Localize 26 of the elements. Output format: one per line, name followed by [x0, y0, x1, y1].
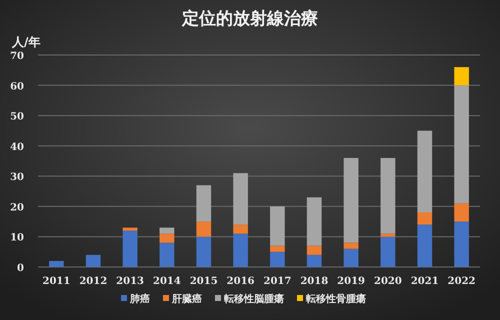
- x-tick-label: 2013: [116, 276, 144, 287]
- x-tick-label: 2022: [448, 276, 476, 287]
- legend-label: 肝臓癌: [171, 293, 202, 305]
- x-tick-label: 2018: [300, 276, 328, 287]
- y-tick-label: 60: [10, 81, 24, 92]
- x-tick-label: 2017: [263, 276, 292, 287]
- x-tick-label: 2019: [337, 276, 366, 287]
- x-tick-label: 2011: [42, 276, 70, 287]
- x-tick-label: 2012: [79, 276, 108, 287]
- legend-label: 転移性骨腫瘍: [305, 293, 366, 305]
- y-tick-label: 40: [10, 142, 24, 153]
- x-tick-label: 2020: [374, 276, 402, 287]
- y-tick-label: 30: [10, 172, 24, 184]
- y-tick-label: 10: [10, 232, 24, 244]
- chart-title: 定位的放射線治療: [181, 9, 318, 29]
- x-tick-label: 2014: [152, 276, 181, 287]
- x-tick-label: 2016: [226, 276, 255, 287]
- y-axis-title: 人/年: [11, 35, 40, 49]
- y-tick-label: 20: [10, 202, 24, 214]
- legend-label: 肺癌: [129, 293, 150, 305]
- y-tick-label: 50: [10, 112, 24, 123]
- x-tick-label: 2021: [410, 276, 439, 287]
- y-tick-label: 0: [17, 263, 24, 274]
- legend-label: 転移性脳腫瘍: [223, 293, 284, 305]
- y-tick-label: 70: [10, 51, 24, 62]
- x-tick-label: 2015: [190, 276, 218, 287]
